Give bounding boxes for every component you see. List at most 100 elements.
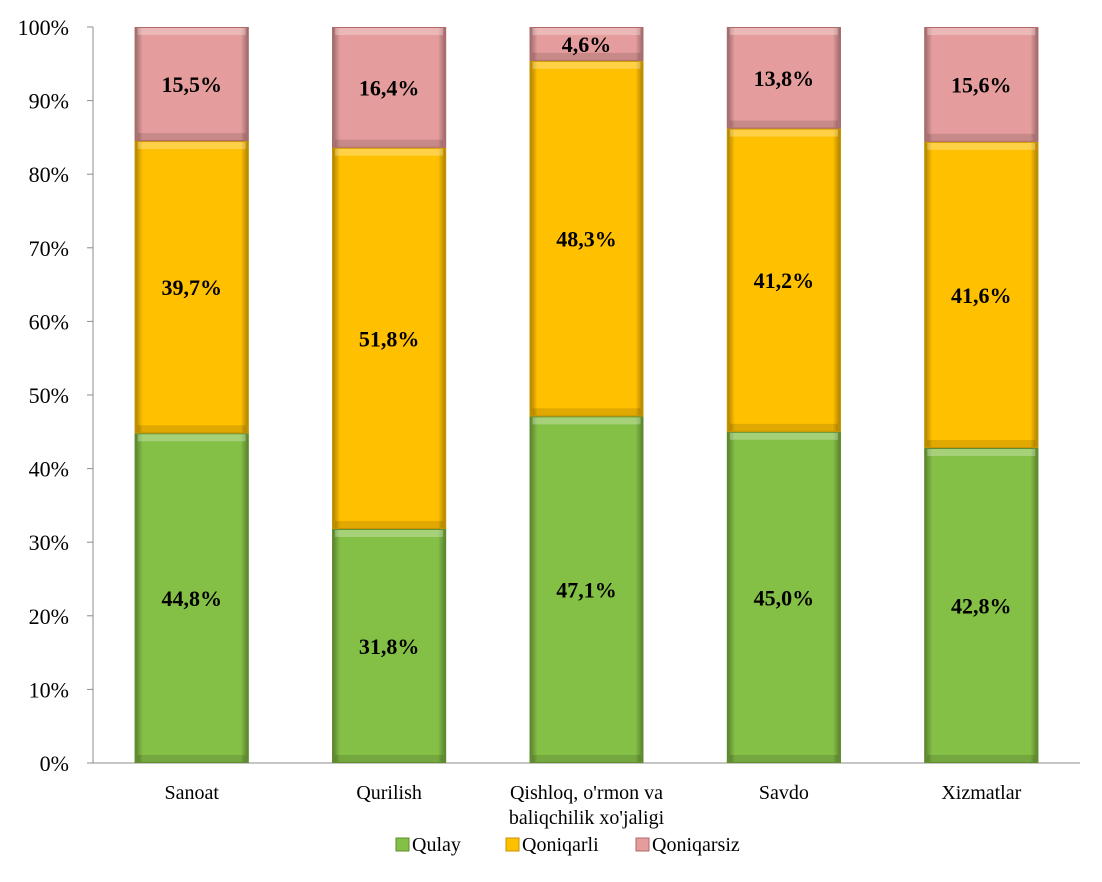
- bar-outline: [134, 433, 249, 763]
- bar-bevel-bottom: [532, 755, 641, 763]
- bar-outline: [134, 27, 249, 142]
- data-label: 15,5%: [161, 72, 222, 97]
- x-category-label: Sanoat: [164, 782, 219, 804]
- bar-outline: [924, 141, 1039, 448]
- bar-bevel-top: [532, 416, 641, 425]
- x-category-label: Qurilish: [356, 782, 422, 804]
- x-category-label-line: Savdo: [759, 782, 809, 804]
- data-labels: 44,8% 39,7% 15,5% 31,8% 51,8% 16,4% 47,1% 48,3%…: [161, 32, 1011, 659]
- bar-bevel-sides: [134, 141, 249, 434]
- legend-label: Qoniqarli: [522, 834, 599, 856]
- y-tick-label: 0%: [40, 751, 69, 776]
- bar-bevel-top: [137, 433, 246, 442]
- y-tick-label: 50%: [29, 383, 69, 408]
- data-label: 44,8%: [161, 586, 222, 611]
- data-label: 4,6%: [562, 32, 612, 57]
- bar-bevel-bottom: [137, 755, 246, 763]
- y-tick-label: 90%: [29, 89, 69, 114]
- bar-outline: [529, 60, 644, 417]
- bar-segment-qoniqarli: [332, 147, 447, 529]
- bar-segment-qoniqarli: [726, 128, 841, 432]
- data-label: 48,3%: [556, 227, 617, 252]
- x-category-label-line: Sanoat: [164, 782, 219, 804]
- y-tick-label: 20%: [29, 604, 69, 629]
- y-tick-label: 70%: [29, 236, 69, 261]
- bar-bevel-sides: [529, 27, 644, 61]
- data-label: 13,8%: [754, 66, 815, 91]
- bar-outline: [726, 431, 841, 763]
- bar-outline: [924, 447, 1039, 763]
- bar-bevel-bottom: [729, 120, 838, 129]
- bar-bevel-sides: [726, 27, 841, 129]
- legend-swatch: [505, 837, 520, 852]
- bar-bevel-top: [927, 447, 1036, 456]
- x-category-label: Xizmatlar: [941, 782, 1021, 804]
- bar-bevel-top: [729, 27, 838, 35]
- bar-bevel-sides: [924, 447, 1039, 763]
- bar-bevel-sides: [924, 141, 1039, 448]
- bar-bevel-sides: [924, 27, 1039, 142]
- bar-bevel-sides: [332, 27, 447, 148]
- data-label: 15,6%: [951, 72, 1012, 97]
- legend-label: Qoniqarsiz: [652, 834, 740, 856]
- bar-bevel-sides: [529, 416, 644, 763]
- bar-bevel-top: [137, 27, 246, 35]
- legend-item-qoniqarli: Qoniqarli: [505, 834, 599, 856]
- bar-bevel-bottom: [729, 423, 838, 432]
- x-category-label: Savdo: [759, 782, 809, 804]
- bar-segment-qulay: [529, 416, 644, 763]
- bar-segment-qulay: [134, 433, 249, 763]
- bar-outline: [726, 27, 841, 129]
- bar-bevel-sides: [726, 128, 841, 432]
- bar-outline: [726, 128, 841, 432]
- x-category-label-line: Xizmatlar: [941, 782, 1021, 804]
- bar-bevel-top: [335, 528, 444, 537]
- bar-segment-qoniqarsiz: [924, 27, 1039, 142]
- x-category-label-line: baliqchilik xo'jaligi: [509, 807, 665, 829]
- bar-segment-qoniqarli: [924, 141, 1039, 448]
- bar-bevel-top: [532, 27, 641, 35]
- bar-bevel-sides: [529, 60, 644, 417]
- data-label: 41,2%: [754, 268, 815, 293]
- data-label: 42,8%: [951, 593, 1012, 618]
- bar-segment-qulay: [726, 431, 841, 763]
- y-tick-label: 40%: [29, 457, 69, 482]
- bar-outline: [332, 528, 447, 764]
- bar-segment-qoniqarli: [134, 141, 249, 434]
- bar-bevel-top: [927, 27, 1036, 35]
- y-tick-label: 80%: [29, 162, 69, 187]
- bar-bevel-bottom: [729, 755, 838, 763]
- bar-bevel-sides: [332, 528, 447, 763]
- x-category-label-line: Qishloq, o'rmon va: [510, 782, 663, 804]
- bar-bevel-sides: [332, 147, 447, 529]
- bar-segment-qoniqarsiz: [529, 27, 644, 61]
- bar-bevel-bottom: [927, 133, 1036, 142]
- data-label: 45,0%: [754, 585, 815, 610]
- legend-label: Qulay: [412, 834, 461, 856]
- x-category-label: Qishloq, o'rmon va baliqchilik xo'jaligi: [509, 782, 665, 829]
- bar-outline: [332, 27, 447, 148]
- data-label: 39,7%: [161, 275, 222, 300]
- bar-outline: [529, 27, 644, 61]
- bar-bevel-bottom: [532, 408, 641, 417]
- bar-segment-qoniqarsiz: [332, 27, 447, 148]
- bar-segment-qoniqarsiz: [134, 27, 249, 142]
- data-label: 47,1%: [556, 578, 617, 603]
- bar-bevel-bottom: [927, 755, 1036, 763]
- legend-swatch: [395, 837, 410, 852]
- y-tick-label: 10%: [29, 677, 69, 702]
- bar-bevel-top: [927, 141, 1036, 150]
- legend-item-qoniqarsiz: Qoniqarsiz: [635, 834, 740, 856]
- data-label: 16,4%: [359, 75, 420, 100]
- bar-outline: [529, 416, 644, 763]
- bar-segment-qoniqarli: [529, 60, 644, 417]
- bar-bevel-bottom: [335, 520, 444, 529]
- bar-bevel-bottom: [137, 425, 246, 434]
- bar-bevel-sides: [726, 431, 841, 763]
- bar-bevel-sides: [134, 433, 249, 763]
- y-tick-label: 60%: [29, 309, 69, 334]
- bar-bevel-bottom: [927, 439, 1036, 448]
- legend-swatch: [635, 837, 650, 852]
